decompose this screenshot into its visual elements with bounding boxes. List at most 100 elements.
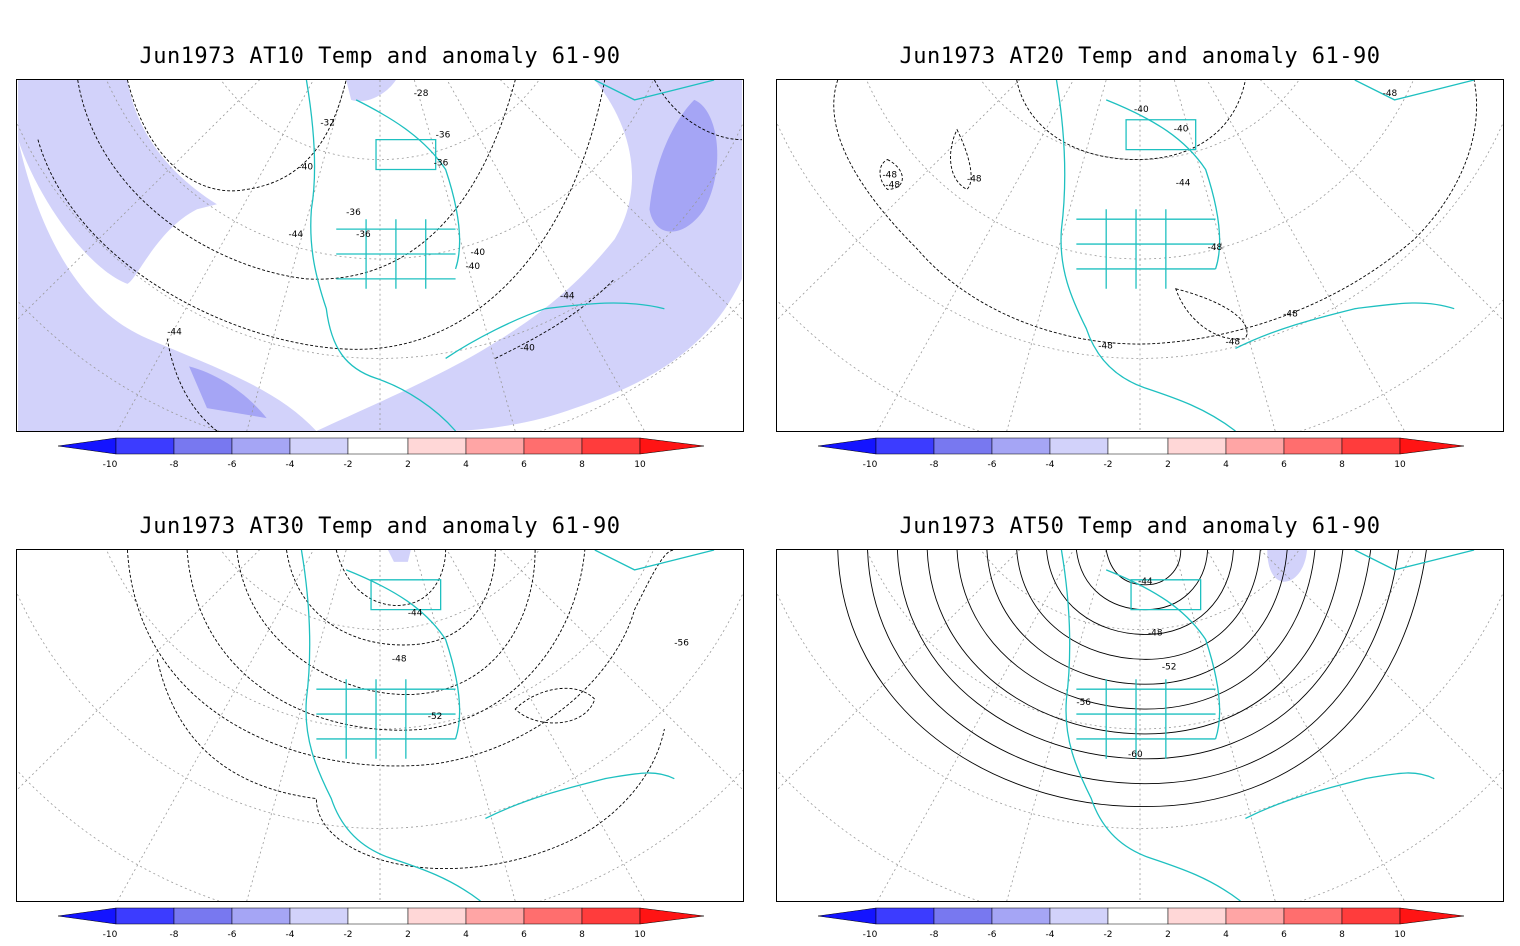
- colorbar-tick-label: 10: [634, 460, 646, 470]
- panel-at50: Jun1973 AT50 Temp and anomaly 61-90: [760, 470, 1520, 940]
- contour-label: -48: [885, 180, 900, 190]
- contour-label: -36: [356, 230, 371, 240]
- colorbar-tick-label: 6: [1281, 930, 1287, 940]
- colorbar-tick-label: 8: [1339, 930, 1345, 940]
- contour-label: -40: [298, 162, 313, 172]
- contour-label: -44: [1176, 178, 1191, 188]
- contour-label: -48: [1208, 243, 1223, 253]
- contours: [837, 550, 1427, 807]
- colorbar-tick-label: -2: [344, 460, 353, 470]
- contour-label: -40: [520, 343, 535, 353]
- colorbar-tick-label: -4: [1046, 460, 1055, 470]
- colorbar: -10 -8 -6 -4 -2 2 4 6 8 10: [57, 906, 705, 942]
- colorbar-tick-label: 2: [1165, 460, 1171, 470]
- contour-label: -44: [408, 609, 423, 619]
- coastline: [1055, 80, 1475, 431]
- colorbar-tick-label: -10: [103, 930, 118, 940]
- colorbar-tick-label: -4: [286, 460, 295, 470]
- colorbar-tick-label: -6: [988, 460, 997, 470]
- map-frame: -44 -48 -52 -56 -60: [776, 549, 1504, 902]
- colorbar-tick-label: -6: [228, 930, 237, 940]
- colorbar-tick-label: 8: [579, 460, 585, 470]
- contour-label: -36: [346, 208, 361, 218]
- colorbar-tick-label: -2: [1104, 930, 1113, 940]
- colorbar-tick-label: 4: [1223, 930, 1229, 940]
- colorbar-tick-label: 8: [579, 930, 585, 940]
- colorbar-tick-label: 10: [1394, 930, 1406, 940]
- colorbar-tick-label: -4: [286, 930, 295, 940]
- colorbar-tick-label: -8: [930, 930, 939, 940]
- contour-label: -32: [320, 119, 335, 129]
- contours: [37, 80, 742, 431]
- contour-label: -56: [1076, 698, 1091, 708]
- colorbar-tick-label: 2: [1165, 930, 1171, 940]
- contours: [833, 80, 1477, 345]
- contour-label: -44: [560, 292, 575, 302]
- colorbar-tick-label: -10: [863, 930, 878, 940]
- graticule: [777, 80, 1503, 431]
- contour-label: -40: [1174, 125, 1189, 135]
- contour-label: -48: [967, 174, 982, 184]
- colorbar-tick-label: -2: [1104, 460, 1113, 470]
- contour-label: -48: [392, 654, 407, 664]
- contours: [126, 550, 675, 870]
- contour-label: -40: [1134, 105, 1149, 115]
- contour-labels: -28 -32 -36 -36 -36 -36 -40 -40 -40 -44 …: [167, 89, 575, 354]
- contour-labels: -40 -40 -44 -48 -48 -48 -48 -48 -48 -48 …: [882, 89, 1397, 352]
- contour-label: -44: [167, 328, 182, 338]
- contour-label: -48: [1098, 341, 1113, 351]
- coastline: [300, 550, 715, 901]
- colorbar: -10 -8 -6 -4 -2 2 4 6 8 10: [817, 906, 1465, 942]
- panel-title: Jun1973 AT20 Temp and anomaly 61-90: [899, 44, 1381, 69]
- contour-label: -48: [1283, 310, 1298, 320]
- colorbar-tick-label: 6: [521, 930, 527, 940]
- colorbar: -10 -8 -6 -4 -2 2 4 6 8 10: [817, 436, 1465, 472]
- contour-label: -44: [289, 230, 304, 240]
- colorbar-tick-label: -6: [988, 930, 997, 940]
- contour-label: -48: [1148, 629, 1163, 639]
- map-frame: -40 -40 -44 -48 -48 -48 -48 -48 -48 -48 …: [776, 79, 1504, 432]
- colorbar-tick-label: -8: [930, 460, 939, 470]
- colorbar-tick-label: -10: [103, 460, 118, 470]
- colorbar-tick-label: -10: [863, 460, 878, 470]
- colorbar-tick-label: 2: [405, 460, 411, 470]
- colorbar: -10 -8 -6 -4 -2 2 4 6 8 10: [57, 436, 705, 472]
- colorbar-tick-label: -6: [228, 460, 237, 470]
- graticule: [777, 550, 1503, 901]
- map-frame: -28 -32 -36 -36 -36 -36 -40 -40 -40 -44 …: [16, 79, 744, 432]
- panel-at20: Jun1973 AT20 Temp and anomaly 61-90: [760, 0, 1520, 470]
- contour-label: -52: [428, 712, 443, 722]
- colorbar-tick-label: -2: [344, 930, 353, 940]
- coastline: [305, 80, 715, 431]
- contour-label: -40: [470, 248, 485, 258]
- anomaly-shading: [1267, 550, 1308, 582]
- contour-labels: -44 -48 -52 -56 -60: [1076, 577, 1176, 760]
- colorbar-tick-label: 10: [634, 930, 646, 940]
- contour-label: -44: [1138, 577, 1153, 587]
- panel-at30: Jun1973 AT30 Temp and anomaly 61-90: [0, 470, 760, 940]
- contour-label: -28: [414, 89, 429, 99]
- contour-label: -52: [1162, 662, 1177, 672]
- panel-title: Jun1973 AT30 Temp and anomaly 61-90: [139, 514, 621, 539]
- colorbar-tick-label: -8: [170, 930, 179, 940]
- anomaly-shading: [18, 80, 742, 431]
- colorbar-tick-label: 4: [463, 460, 469, 470]
- panel-title: Jun1973 AT10 Temp and anomaly 61-90: [139, 44, 621, 69]
- panel-at10: Jun1973 AT10 Temp and anomaly 61-90: [0, 0, 760, 470]
- contour-labels: -44 -48 -52 -56: [392, 609, 689, 722]
- colorbar-tick-label: 2: [405, 930, 411, 940]
- colorbar-tick-label: 6: [521, 460, 527, 470]
- colorbar-tick-label: 8: [1339, 460, 1345, 470]
- colorbar-tick-label: 4: [1223, 460, 1229, 470]
- colorbar-tick-label: 10: [1394, 460, 1406, 470]
- contour-label: -36: [434, 159, 449, 169]
- panel-title: Jun1973 AT50 Temp and anomaly 61-90: [899, 514, 1381, 539]
- coastline: [1060, 550, 1475, 901]
- colorbar-tick-label: 6: [1281, 460, 1287, 470]
- contour-label: -48: [882, 170, 897, 180]
- colorbar-tick-label: 4: [463, 930, 469, 940]
- contour-label: -36: [436, 131, 451, 141]
- colorbar-tick-label: -4: [1046, 930, 1055, 940]
- contour-label: -40: [466, 262, 481, 272]
- colorbar-tick-label: -8: [170, 460, 179, 470]
